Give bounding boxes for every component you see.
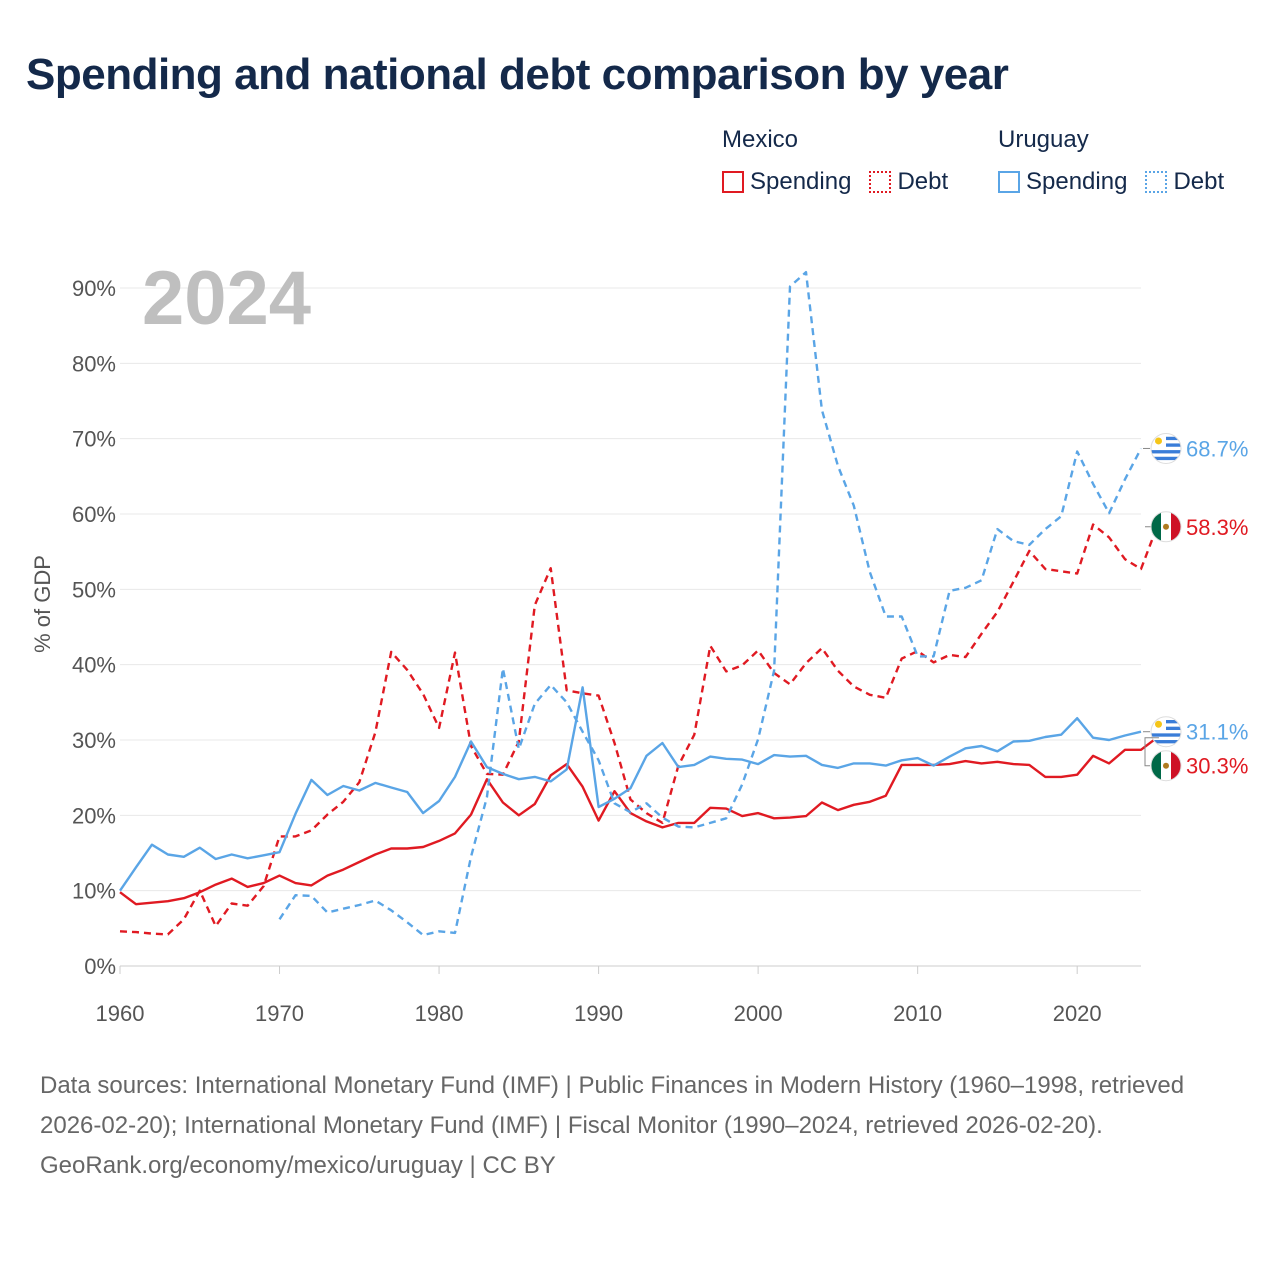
y-tick-label: 80% [72,351,116,376]
legend-mexico-title: Mexico [722,126,799,153]
legend-uruguay-spending[interactable]: Spending [998,168,1127,196]
y-tick-label: 30% [72,728,116,753]
series-line-mexico-debt [119,523,1159,936]
legend-uruguay-debt[interactable]: Debt [1145,168,1224,196]
y-tick-label: 20% [72,803,116,828]
legend-mexico-debt[interactable]: Debt [869,168,948,196]
legend-uruguay: Uruguay Spending Debt [998,126,1224,196]
series-line-uruguay-spending [119,686,1142,892]
solid-swatch-icon [722,171,744,193]
legend-uruguay-title: Uruguay [998,126,1089,153]
y-tick-label: 0% [84,954,116,979]
series-line-uruguay-debt [278,271,1143,937]
y-axis-title: % of GDP [30,555,55,653]
dotted-swatch-icon [1145,171,1168,193]
page-title: Spending and national debt comparison by… [26,50,1009,99]
legend-mexico: Mexico Spending Debt [722,126,948,196]
x-tick-label: 2010 [893,1001,942,1026]
legend-uruguay-spending-label: Spending [1026,168,1128,195]
grid [120,287,1141,967]
data-sources: Data sources: International Monetary Fun… [40,1072,1185,1139]
legend-uruguay-debt-label: Debt [1173,168,1225,195]
uruguay-flag-icon [1150,716,1182,748]
y-tick-label: 60% [72,502,116,527]
x-tick-label: 1970 [255,1001,304,1026]
legend-mexico-spending[interactable]: Spending [722,168,851,196]
end-value-label: 58.3% [1186,515,1248,540]
end-labels: 68.7% 58.3% 31.1% 30.3% [1143,432,1248,782]
solid-swatch-icon [998,171,1020,193]
x-tick-label: 1990 [574,1001,623,1026]
end-value-label: 31.1% [1186,720,1248,745]
uruguay-flag-icon [1150,432,1182,464]
mexico-flag-icon [1150,750,1182,782]
series-lines [119,271,1159,937]
credit-link[interactable]: GeoRank.org/economy/mexico/uruguay | CC … [40,1152,556,1179]
legend-mexico-debt-label: Debt [897,168,949,195]
label-connector [1144,737,1159,767]
y-tick-label: 10% [72,879,116,904]
x-tick-label: 1980 [415,1001,464,1026]
x-tick-label: 1960 [96,1001,145,1026]
axes: 0% 10% 20% 30% 40% 50% 60% 70% 80% 90% 1960 1970 198… [72,276,1102,1026]
legend-mexico-spending-label: Spending [750,168,852,195]
end-value-label: 30.3% [1186,754,1248,779]
y-tick-label: 50% [72,577,116,602]
y-tick-label: 90% [72,276,116,301]
series-line-mexico-spending [119,736,1158,906]
footer: Data sources: International Monetary Fun… [40,1066,1240,1186]
year-label: 2024 [142,256,311,341]
end-value-label: 68.7% [1186,436,1248,461]
x-tick-label: 2000 [734,1001,783,1026]
dotted-swatch-icon [869,171,892,193]
y-tick-label: 70% [72,427,116,452]
x-tick-label: 2020 [1053,1001,1102,1026]
mexico-flag-icon [1150,511,1182,543]
y-tick-label: 40% [72,653,116,678]
